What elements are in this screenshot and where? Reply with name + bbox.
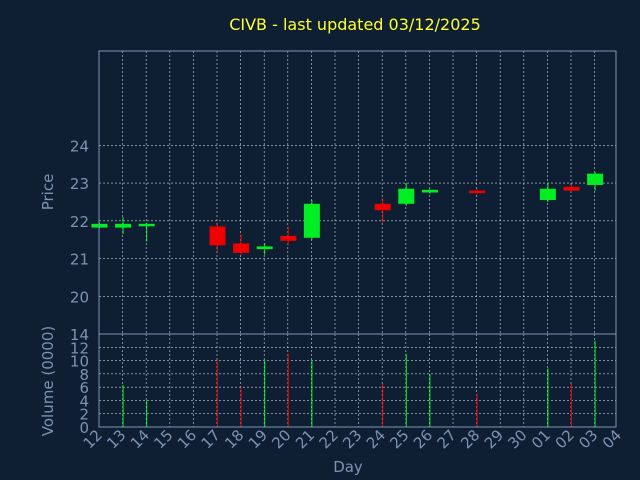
candle-body <box>563 186 580 191</box>
candle-body <box>256 246 273 250</box>
candle-body <box>209 226 226 246</box>
price-axis-label: Price <box>39 174 57 211</box>
price-tick-label: 20 <box>70 288 89 306</box>
volume-bars <box>122 340 596 427</box>
volume-tick-label: 2 <box>79 406 89 424</box>
candle-body <box>398 188 415 204</box>
volume-panel-frame <box>98 333 617 428</box>
candle-body <box>587 173 604 185</box>
candle-body <box>539 188 556 201</box>
price-tick-label: 24 <box>70 137 89 155</box>
candle-body <box>233 243 250 253</box>
candle-body <box>280 235 297 241</box>
candle-body <box>303 203 320 238</box>
candle-body <box>115 223 132 228</box>
x-ticks: 1213141516171819202122232425262728293001… <box>80 426 625 452</box>
candle-body <box>421 189 438 193</box>
volume-tick-label: 6 <box>79 379 89 397</box>
price-tick-label: 23 <box>70 175 89 193</box>
volume-tick-label: 14 <box>70 326 89 344</box>
volume-tick-label: 0 <box>79 419 89 437</box>
chart-title: CIVB - last updated 03/12/2025 <box>229 15 481 34</box>
volume-tick-label: 12 <box>70 339 89 357</box>
candles <box>91 171 604 255</box>
candle-body <box>374 203 391 211</box>
volume-tick-label: 8 <box>79 366 89 384</box>
volume-tick-label: 10 <box>70 353 89 371</box>
x-axis-label: Day <box>333 458 363 476</box>
price-y-ticks: 20 21 22 23 24 <box>70 137 89 306</box>
candle-body <box>469 190 486 194</box>
price-tick-label: 22 <box>70 213 89 231</box>
volume-axis-label: Volume (0000) <box>39 326 57 436</box>
volume-tick-label: 4 <box>79 392 89 410</box>
price-tick-label: 21 <box>70 251 89 269</box>
candle-body <box>138 223 155 227</box>
